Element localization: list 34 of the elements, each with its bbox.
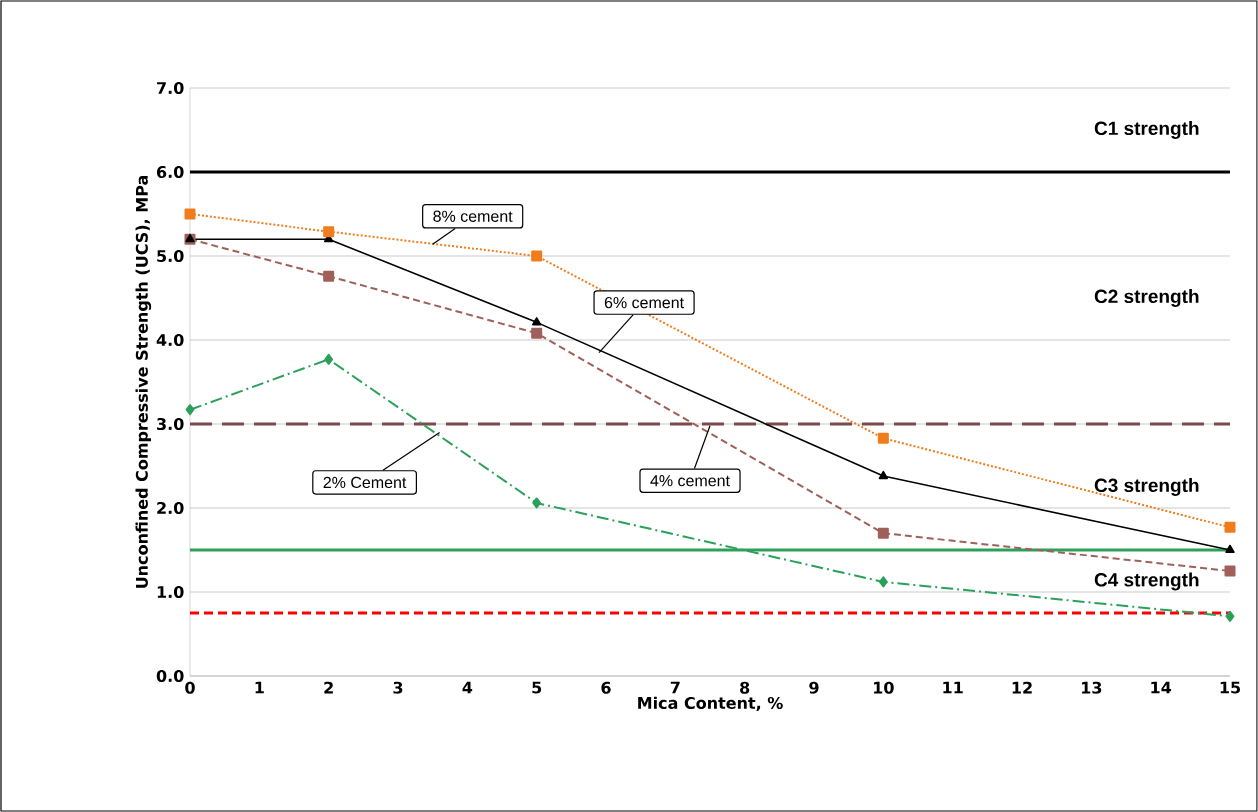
x-tick-label: 0 <box>185 681 195 694</box>
x-tick-label: 9 <box>809 681 819 694</box>
x-tick-label: 1 <box>255 681 264 694</box>
y-tick-label: 6.0 <box>156 165 184 179</box>
x-tick-label: 15 <box>1220 681 1241 694</box>
x-tick-label: 4 <box>462 681 473 694</box>
y-tick-label: 3.0 <box>157 417 184 431</box>
x-tick-label: 7 <box>670 681 680 694</box>
x-tick-label: 10 <box>874 681 894 694</box>
y-tick-label: 1.0 <box>157 585 184 599</box>
y-tick-label: 4.0 <box>156 333 184 347</box>
annotation: C1 strength <box>1094 121 1199 139</box>
annotation: 4% cement <box>650 475 730 487</box>
x-tick-label: 8 <box>740 681 750 694</box>
x-tick-label: 11 <box>943 681 963 694</box>
x-tick-label: 13 <box>1082 681 1102 694</box>
x-tick-label: 6 <box>601 681 611 694</box>
annotation: 6% cement <box>604 296 684 309</box>
x-tick-label: 12 <box>1012 681 1032 694</box>
x-tick-label: 5 <box>532 681 542 694</box>
annotation: 2% Cement <box>323 476 407 489</box>
y-tick-label: 2.0 <box>157 501 184 515</box>
y-tick-label: 0.0 <box>156 669 184 683</box>
annotation: 8% cement <box>433 210 513 222</box>
x-tick-label: 14 <box>1151 681 1172 694</box>
y-tick-label: 7.0 <box>157 81 184 95</box>
annotation: C3 strength <box>1094 478 1199 496</box>
y-axis-title: Unconfined Compressive Strength (UCS), MPa <box>135 175 152 588</box>
annotation: C2 strength <box>1094 289 1199 307</box>
x-tick-label: 2 <box>324 681 333 694</box>
annotation: C4 strength <box>1094 572 1199 591</box>
x-axis-title: Mica Content, % <box>638 696 783 712</box>
x-tick-label: 3 <box>393 681 403 694</box>
y-tick-label: 5.0 <box>157 249 184 263</box>
